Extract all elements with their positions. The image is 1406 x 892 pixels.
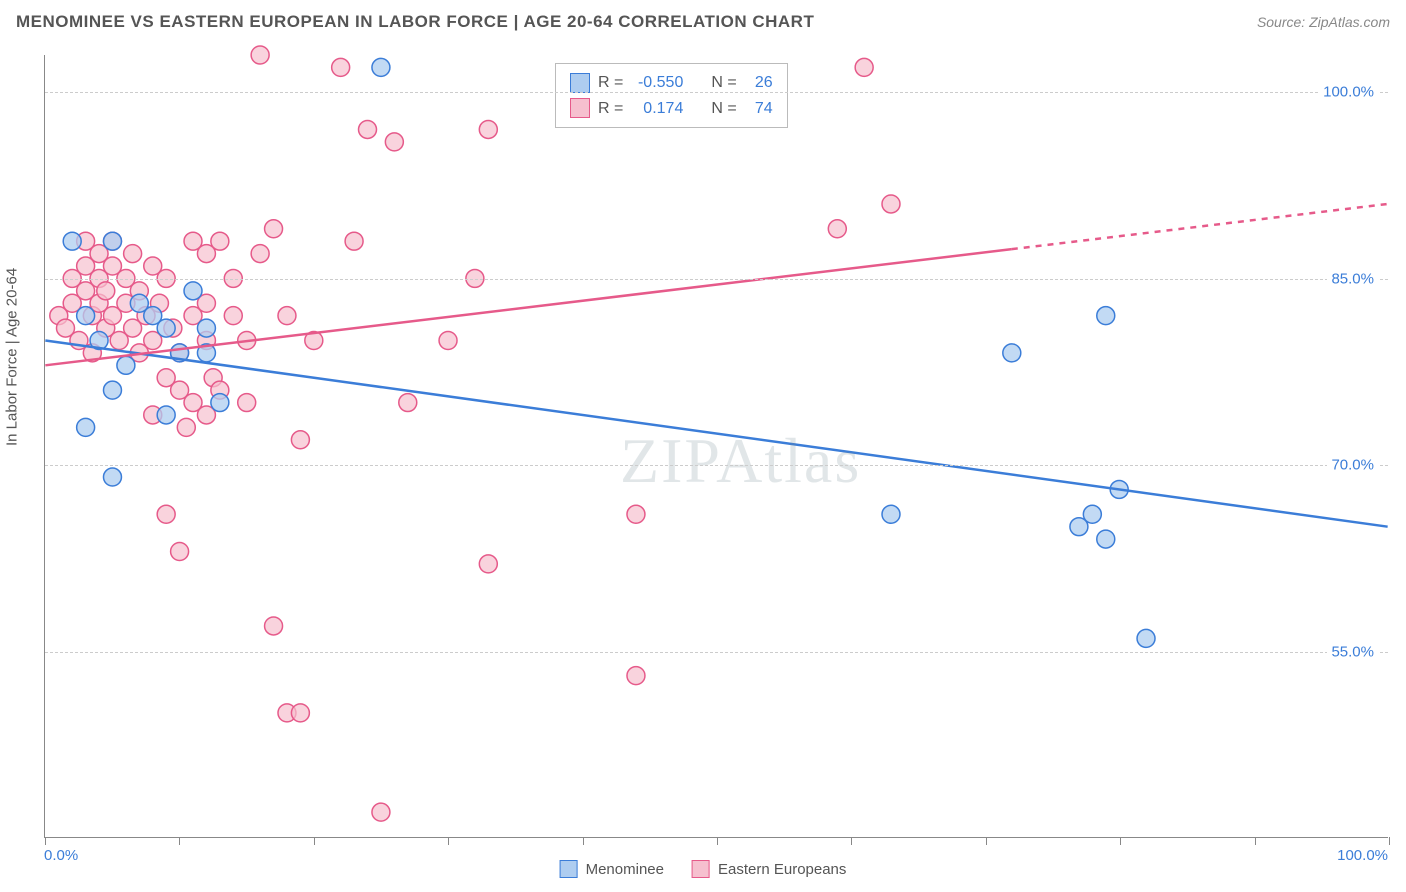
chart-title: MENOMINEE VS EASTERN EUROPEAN IN LABOR F… bbox=[16, 12, 814, 32]
data-point bbox=[157, 319, 175, 337]
x-tick bbox=[1389, 837, 1390, 845]
y-axis-title: In Labor Force | Age 20-64 bbox=[4, 268, 21, 446]
x-tick bbox=[851, 837, 852, 845]
data-point bbox=[1097, 307, 1115, 325]
title-bar: MENOMINEE VS EASTERN EUROPEAN IN LABOR F… bbox=[0, 0, 1406, 44]
stat-r-value: 0.174 bbox=[631, 96, 683, 122]
data-point bbox=[103, 232, 121, 250]
data-point bbox=[332, 58, 350, 76]
x-tick bbox=[179, 837, 180, 845]
data-point bbox=[171, 543, 189, 561]
legend-item: Menominee bbox=[560, 860, 664, 878]
stat-n-value: 74 bbox=[745, 96, 773, 122]
data-point bbox=[291, 704, 309, 722]
x-tick bbox=[986, 837, 987, 845]
data-point bbox=[97, 282, 115, 300]
data-point bbox=[1003, 344, 1021, 362]
data-point bbox=[117, 356, 135, 374]
data-point bbox=[1083, 505, 1101, 523]
data-point bbox=[265, 617, 283, 635]
data-point bbox=[291, 431, 309, 449]
x-tick bbox=[448, 837, 449, 845]
data-point bbox=[372, 803, 390, 821]
gridline bbox=[45, 92, 1388, 93]
stat-n-label: N = bbox=[711, 96, 736, 122]
x-axis-min-label: 0.0% bbox=[44, 847, 78, 864]
legend-label: Menominee bbox=[586, 861, 664, 878]
data-point bbox=[77, 307, 95, 325]
data-point bbox=[224, 307, 242, 325]
gridline bbox=[45, 279, 1388, 280]
y-tick-label: 70.0% bbox=[1327, 457, 1378, 474]
y-tick-label: 100.0% bbox=[1319, 84, 1378, 101]
y-tick-label: 55.0% bbox=[1327, 643, 1378, 660]
data-point bbox=[251, 245, 269, 263]
y-tick-label: 85.0% bbox=[1327, 270, 1378, 287]
legend-swatch bbox=[560, 860, 578, 878]
data-point bbox=[882, 505, 900, 523]
x-tick bbox=[1120, 837, 1121, 845]
data-point bbox=[882, 195, 900, 213]
chart-container: MENOMINEE VS EASTERN EUROPEAN IN LABOR F… bbox=[0, 0, 1406, 892]
data-point bbox=[828, 220, 846, 238]
stat-r-label: R = bbox=[598, 96, 623, 122]
data-point bbox=[157, 406, 175, 424]
data-point bbox=[211, 232, 229, 250]
chart-svg bbox=[45, 55, 1388, 837]
data-point bbox=[385, 133, 403, 151]
data-point bbox=[399, 394, 417, 412]
data-point bbox=[278, 307, 296, 325]
plot-area: ZIPAtlas R =-0.550N =26R =0.174N =74 55.… bbox=[44, 55, 1388, 838]
data-point bbox=[211, 394, 229, 412]
data-point bbox=[63, 232, 81, 250]
series-swatch bbox=[570, 73, 590, 93]
trend-line bbox=[45, 340, 1387, 526]
data-point bbox=[265, 220, 283, 238]
stats-row: R = 0.174 N = 74 bbox=[570, 96, 773, 122]
data-point bbox=[439, 332, 457, 350]
source-label: Source: ZipAtlas.com bbox=[1257, 14, 1390, 30]
data-point bbox=[177, 418, 195, 436]
x-tick bbox=[314, 837, 315, 845]
data-point bbox=[157, 505, 175, 523]
data-point bbox=[1097, 530, 1115, 548]
trend-line-dashed bbox=[1012, 204, 1388, 249]
data-point bbox=[479, 120, 497, 138]
stats-box: R =-0.550N =26R =0.174N =74 bbox=[555, 63, 788, 128]
data-point bbox=[103, 381, 121, 399]
x-tick bbox=[1255, 837, 1256, 845]
x-axis-max-label: 100.0% bbox=[1337, 847, 1388, 864]
x-tick bbox=[583, 837, 584, 845]
series-swatch bbox=[570, 98, 590, 118]
gridline bbox=[45, 652, 1388, 653]
data-point bbox=[238, 394, 256, 412]
data-point bbox=[627, 505, 645, 523]
data-point bbox=[184, 282, 202, 300]
data-point bbox=[372, 58, 390, 76]
legend: Menominee Eastern Europeans bbox=[560, 860, 847, 878]
data-point bbox=[345, 232, 363, 250]
gridline bbox=[45, 465, 1388, 466]
data-point bbox=[251, 46, 269, 64]
x-tick bbox=[717, 837, 718, 845]
x-tick bbox=[45, 837, 46, 845]
legend-item: Eastern Europeans bbox=[692, 860, 846, 878]
legend-label: Eastern Europeans bbox=[718, 861, 846, 878]
legend-swatch bbox=[692, 860, 710, 878]
data-point bbox=[124, 245, 142, 263]
data-point bbox=[359, 120, 377, 138]
data-point bbox=[103, 468, 121, 486]
data-point bbox=[197, 319, 215, 337]
data-point bbox=[627, 667, 645, 685]
data-point bbox=[1137, 629, 1155, 647]
data-point bbox=[77, 418, 95, 436]
data-point bbox=[855, 58, 873, 76]
data-point bbox=[479, 555, 497, 573]
